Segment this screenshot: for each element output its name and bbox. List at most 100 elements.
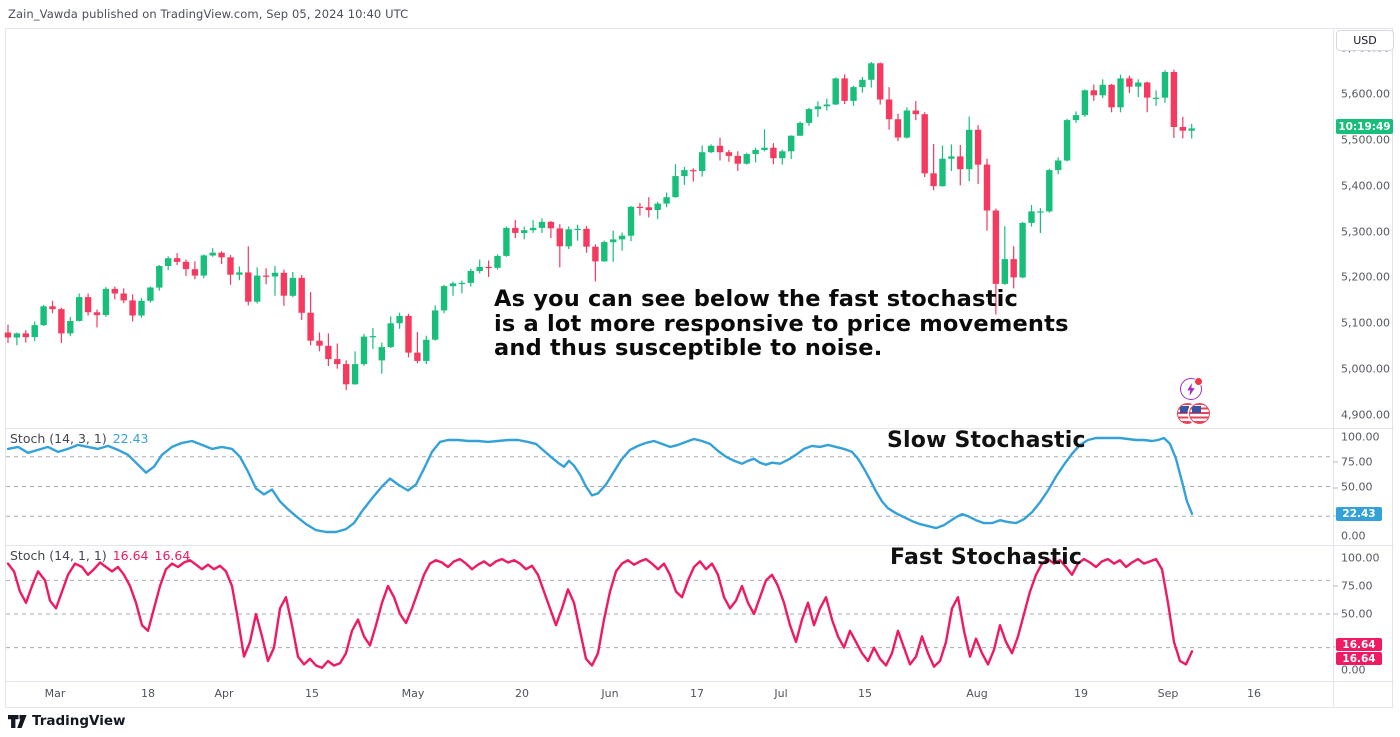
candle-body: [209, 252, 216, 256]
candle-body: [823, 104, 830, 107]
us-flag-icon-right[interactable]: [1189, 403, 1210, 424]
candle-body: [129, 300, 136, 316]
price-axis-label: 5,100.00: [1341, 316, 1390, 330]
tradingview-brand-text: TradingView: [32, 713, 126, 729]
candle-body: [307, 312, 314, 341]
candle-body: [1081, 90, 1089, 116]
candle-body: [814, 106, 822, 110]
panel-separator-2[interactable]: [5, 545, 1394, 546]
candle-body: [912, 110, 919, 115]
annotation-line-1: As you can see below the fast stochastic: [494, 286, 1019, 312]
candle-body: [325, 345, 332, 360]
candle-body: [31, 325, 38, 337]
candle-body: [289, 277, 296, 296]
fast-stoch-axis-label: 75.00: [1341, 579, 1373, 593]
candle-body: [627, 206, 635, 236]
time-axis-label: 20: [515, 687, 529, 700]
candle-wick: [577, 224, 579, 241]
candle-body: [770, 147, 777, 159]
annotation-line-3: and thus susceptible to noise.: [494, 335, 883, 361]
candle-body: [1144, 82, 1151, 98]
candle-body: [343, 364, 350, 385]
candle-wick: [639, 203, 641, 216]
annotation-line-2: is a lot more responsive to price moveme…: [494, 310, 1069, 337]
candle-body: [1001, 259, 1008, 284]
candle-body: [449, 283, 457, 287]
candle-body: [156, 266, 163, 288]
time-axis-label: Jul: [774, 687, 788, 700]
candle-body: [271, 272, 279, 277]
slow-stoch-axis-label: 75.00: [1341, 455, 1373, 469]
fast-stoch-axis-label: 50.00: [1341, 607, 1373, 621]
candle-body: [716, 145, 724, 153]
fast-stochastic-line: [6, 557, 1194, 669]
candle-body: [280, 272, 288, 296]
candle-wick: [1039, 208, 1041, 233]
candle-body: [218, 252, 225, 258]
time-axis-label: 19: [1074, 687, 1088, 700]
candle-body: [1090, 90, 1097, 96]
candle-body: [850, 87, 857, 101]
fast-stochastic-heading: Fast Stochastic: [890, 545, 1083, 570]
candle-wick: [657, 201, 659, 220]
candle-body: [13, 333, 21, 338]
candle-body: [1028, 211, 1035, 223]
candle-body: [4, 332, 12, 338]
candle-wick: [933, 144, 935, 191]
currency-button[interactable]: USD: [1336, 30, 1394, 51]
price-axis-separator: [1333, 28, 1334, 708]
candle-body: [957, 156, 964, 170]
candle-body: [1117, 78, 1124, 108]
slow-stoch-axis-label: 50.00: [1341, 480, 1373, 493]
time-axis-label: 16: [1247, 687, 1261, 700]
price-axis-label: 5,000.00: [1341, 362, 1390, 376]
candle-body: [805, 109, 813, 123]
candle-body: [992, 210, 1000, 284]
fast-stochastic-value-k: 16.64: [112, 548, 149, 563]
time-axis-label: May: [401, 687, 425, 700]
candle-body: [147, 287, 154, 301]
events-lightning-icon[interactable]: [1180, 377, 1203, 400]
fast-stochastic-title[interactable]: Stoch (14, 1, 1) 16.64 16.64: [10, 548, 190, 563]
candle-body: [1135, 82, 1142, 87]
tradingview-mark-icon: [8, 714, 27, 728]
panel-separator-1[interactable]: [5, 428, 1394, 429]
candle-body: [903, 110, 911, 138]
time-axis-separator: [5, 681, 1394, 682]
candle-body: [983, 164, 991, 211]
time-axis-label: Jun: [601, 687, 619, 700]
slow-stoch-axis-label: 100.00: [1341, 430, 1380, 444]
time-axis-label: 17: [690, 687, 704, 700]
chart-annotation[interactable]: As you can see below the fast stochastic…: [494, 287, 1069, 361]
candle-body: [245, 272, 252, 302]
price-axis-label: 5,200.00: [1341, 270, 1390, 284]
candle-body: [868, 63, 875, 80]
candle-body: [1019, 222, 1026, 278]
candle-wick: [763, 129, 766, 152]
candle-body: [298, 277, 305, 313]
candle-body: [841, 78, 848, 101]
candle-body: [681, 170, 688, 177]
candle-body: [948, 156, 955, 159]
candle-body: [236, 272, 243, 275]
time-axis-label: 18: [141, 687, 155, 700]
candle-wick: [594, 244, 596, 282]
candle-wick: [212, 248, 214, 257]
candle-body: [120, 293, 127, 301]
candle-body: [76, 297, 83, 321]
candle-body: [387, 323, 394, 348]
tradingview-logo[interactable]: TradingView: [8, 713, 126, 729]
candle-wick: [621, 232, 623, 251]
lightning-bolt-icon: [1187, 382, 1195, 396]
slow-stochastic-title[interactable]: Stoch (14, 3, 1) 22.43: [10, 431, 149, 446]
candle-wick: [274, 266, 276, 296]
candle-body: [1108, 84, 1115, 108]
candle-body: [432, 310, 439, 340]
candle-wick: [372, 327, 374, 349]
candle-wick: [336, 343, 338, 369]
candle-body: [645, 207, 652, 211]
candle-body: [262, 275, 270, 277]
candle-wick: [452, 281, 454, 296]
